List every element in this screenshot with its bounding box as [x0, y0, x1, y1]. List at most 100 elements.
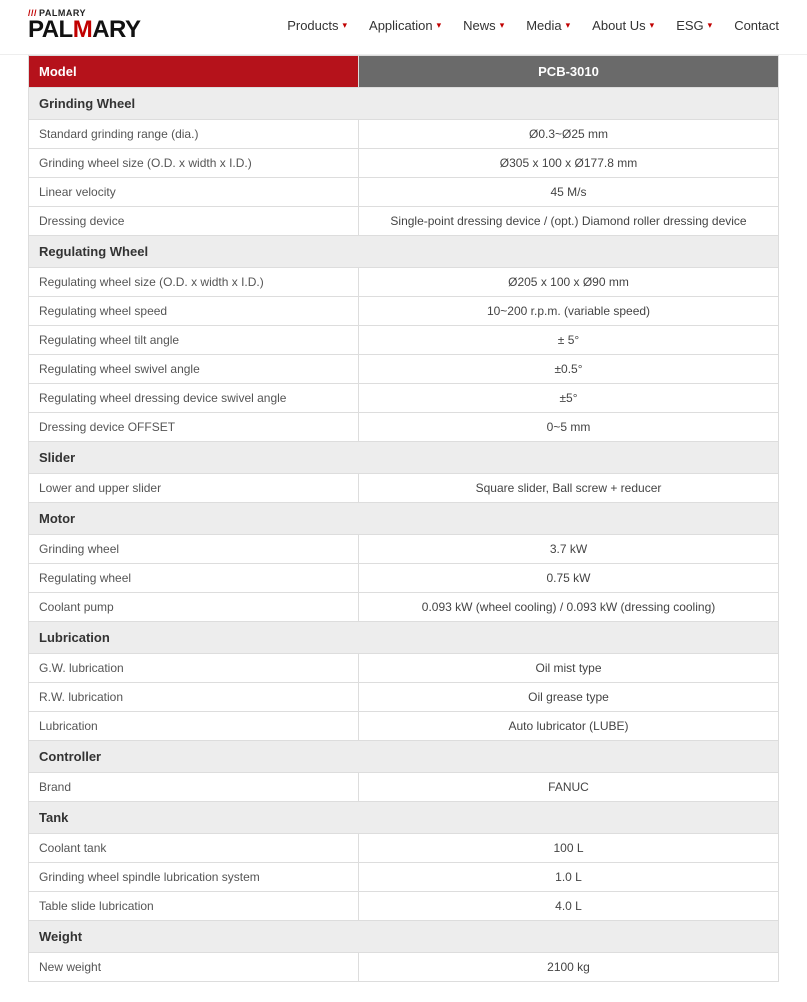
nav-item-media[interactable]: Media ▾ [526, 18, 570, 33]
table-row: R.W. lubricationOil grease type [29, 683, 779, 712]
table-row: Lower and upper sliderSquare slider, Bal… [29, 474, 779, 503]
table-row: Regulating wheel speed10~200 r.p.m. (var… [29, 297, 779, 326]
table-row: Dressing deviceSingle-point dressing dev… [29, 207, 779, 236]
spec-label: Regulating wheel dressing device swivel … [29, 384, 359, 413]
chevron-down-icon: ▾ [437, 20, 442, 31]
spec-value: Oil grease type [359, 683, 779, 712]
site-header: /// PALMARY PALMARY Products▾Application… [0, 0, 807, 55]
table-header-row: Model PCB-3010 [29, 56, 779, 88]
spec-value: 2100 kg [359, 953, 779, 982]
section-title: Motor [29, 503, 779, 535]
table-row: Grinding wheel3.7 kW [29, 535, 779, 564]
nav-item-esg[interactable]: ESG▾ [676, 18, 712, 33]
table-row: BrandFANUC [29, 773, 779, 802]
logo[interactable]: /// PALMARY PALMARY [28, 8, 141, 42]
spec-value: ±5° [359, 384, 779, 413]
table-row: Regulating wheel size (O.D. x width x I.… [29, 268, 779, 297]
table-row: Standard grinding range (dia.)Ø0.3~Ø25 m… [29, 120, 779, 149]
table-row: Table slide lubrication4.0 L [29, 892, 779, 921]
nav-item-label: Products [287, 18, 338, 33]
table-row: New weight2100 kg [29, 953, 779, 982]
spec-value: 0.093 kW (wheel cooling) / 0.093 kW (dre… [359, 593, 779, 622]
spec-label: Dressing device [29, 207, 359, 236]
spec-label: Table slide lubrication [29, 892, 359, 921]
chevron-down-icon: ▾ [500, 20, 505, 31]
spec-value: 1.0 L [359, 863, 779, 892]
table-row: Regulating wheel swivel angle±0.5° [29, 355, 779, 384]
spec-label: Regulating wheel tilt angle [29, 326, 359, 355]
spec-label: G.W. lubrication [29, 654, 359, 683]
nav-item-products[interactable]: Products▾ [287, 18, 347, 33]
nav-item-label: Media [526, 18, 561, 33]
section-header: Regulating Wheel [29, 236, 779, 268]
spec-value: 0.75 kW [359, 564, 779, 593]
section-header: Lubrication [29, 622, 779, 654]
chevron-down-icon: ▾ [650, 20, 655, 31]
nav-item-about-us[interactable]: About Us ▾ [592, 18, 654, 33]
nav-item-label: ESG [676, 18, 703, 33]
section-title: Grinding Wheel [29, 88, 779, 120]
spec-value: 3.7 kW [359, 535, 779, 564]
table-header-value: PCB-3010 [359, 56, 779, 88]
section-title: Lubrication [29, 622, 779, 654]
table-row: Regulating wheel tilt angle± 5° [29, 326, 779, 355]
table-row: Coolant pump0.093 kW (wheel cooling) / 0… [29, 593, 779, 622]
spec-value: ± 5° [359, 326, 779, 355]
spec-label: Lower and upper slider [29, 474, 359, 503]
table-row: Regulating wheel dressing device swivel … [29, 384, 779, 413]
nav-item-news[interactable]: News ▾ [463, 18, 504, 33]
table-row: Linear velocity45 M/s [29, 178, 779, 207]
chevron-down-icon: ▾ [566, 20, 571, 31]
spec-value: Oil mist type [359, 654, 779, 683]
nav-item-label: About Us [592, 18, 645, 33]
nav-item-label: Application [369, 18, 433, 33]
spec-value: Ø0.3~Ø25 mm [359, 120, 779, 149]
spec-label: Coolant pump [29, 593, 359, 622]
table-row: Regulating wheel0.75 kW [29, 564, 779, 593]
spec-value: Auto lubricator (LUBE) [359, 712, 779, 741]
spec-label: Brand [29, 773, 359, 802]
spec-label: Grinding wheel [29, 535, 359, 564]
section-header: Tank [29, 802, 779, 834]
spec-value: FANUC [359, 773, 779, 802]
table-row: G.W. lubricationOil mist type [29, 654, 779, 683]
spec-label: Grinding wheel size (O.D. x width x I.D.… [29, 149, 359, 178]
spec-label: Regulating wheel size (O.D. x width x I.… [29, 268, 359, 297]
spec-value: Single-point dressing device / (opt.) Di… [359, 207, 779, 236]
section-title: Regulating Wheel [29, 236, 779, 268]
spec-value: 100 L [359, 834, 779, 863]
spec-value: Ø305 x 100 x Ø177.8 mm [359, 149, 779, 178]
spec-value: Square slider, Ball screw + reducer [359, 474, 779, 503]
table-row: Coolant tank100 L [29, 834, 779, 863]
spec-value: 10~200 r.p.m. (variable speed) [359, 297, 779, 326]
spec-value: 4.0 L [359, 892, 779, 921]
nav-item-application[interactable]: Application ▾ [369, 18, 441, 33]
nav-item-label: News [463, 18, 496, 33]
spec-value: 45 M/s [359, 178, 779, 207]
spec-table: Model PCB-3010 Grinding WheelStandard gr… [28, 55, 779, 982]
section-title: Weight [29, 921, 779, 953]
section-header: Slider [29, 442, 779, 474]
spec-label: R.W. lubrication [29, 683, 359, 712]
spec-label: Standard grinding range (dia.) [29, 120, 359, 149]
spec-value: 0~5 mm [359, 413, 779, 442]
table-row: LubricationAuto lubricator (LUBE) [29, 712, 779, 741]
nav-item-label: Contact [734, 18, 779, 33]
section-title: Slider [29, 442, 779, 474]
spec-label: Regulating wheel [29, 564, 359, 593]
spec-label: Regulating wheel speed [29, 297, 359, 326]
logo-big: PALMARY [28, 18, 141, 42]
section-header: Motor [29, 503, 779, 535]
section-header: Grinding Wheel [29, 88, 779, 120]
section-title: Controller [29, 741, 779, 773]
spec-label: New weight [29, 953, 359, 982]
spec-value: Ø205 x 100 x Ø90 mm [359, 268, 779, 297]
table-header-model: Model [29, 56, 359, 88]
spec-label: Dressing device OFFSET [29, 413, 359, 442]
section-header: Controller [29, 741, 779, 773]
spec-label: Linear velocity [29, 178, 359, 207]
table-row: Grinding wheel spindle lubrication syste… [29, 863, 779, 892]
nav-item-contact[interactable]: Contact [734, 18, 779, 33]
section-title: Tank [29, 802, 779, 834]
spec-label: Lubrication [29, 712, 359, 741]
